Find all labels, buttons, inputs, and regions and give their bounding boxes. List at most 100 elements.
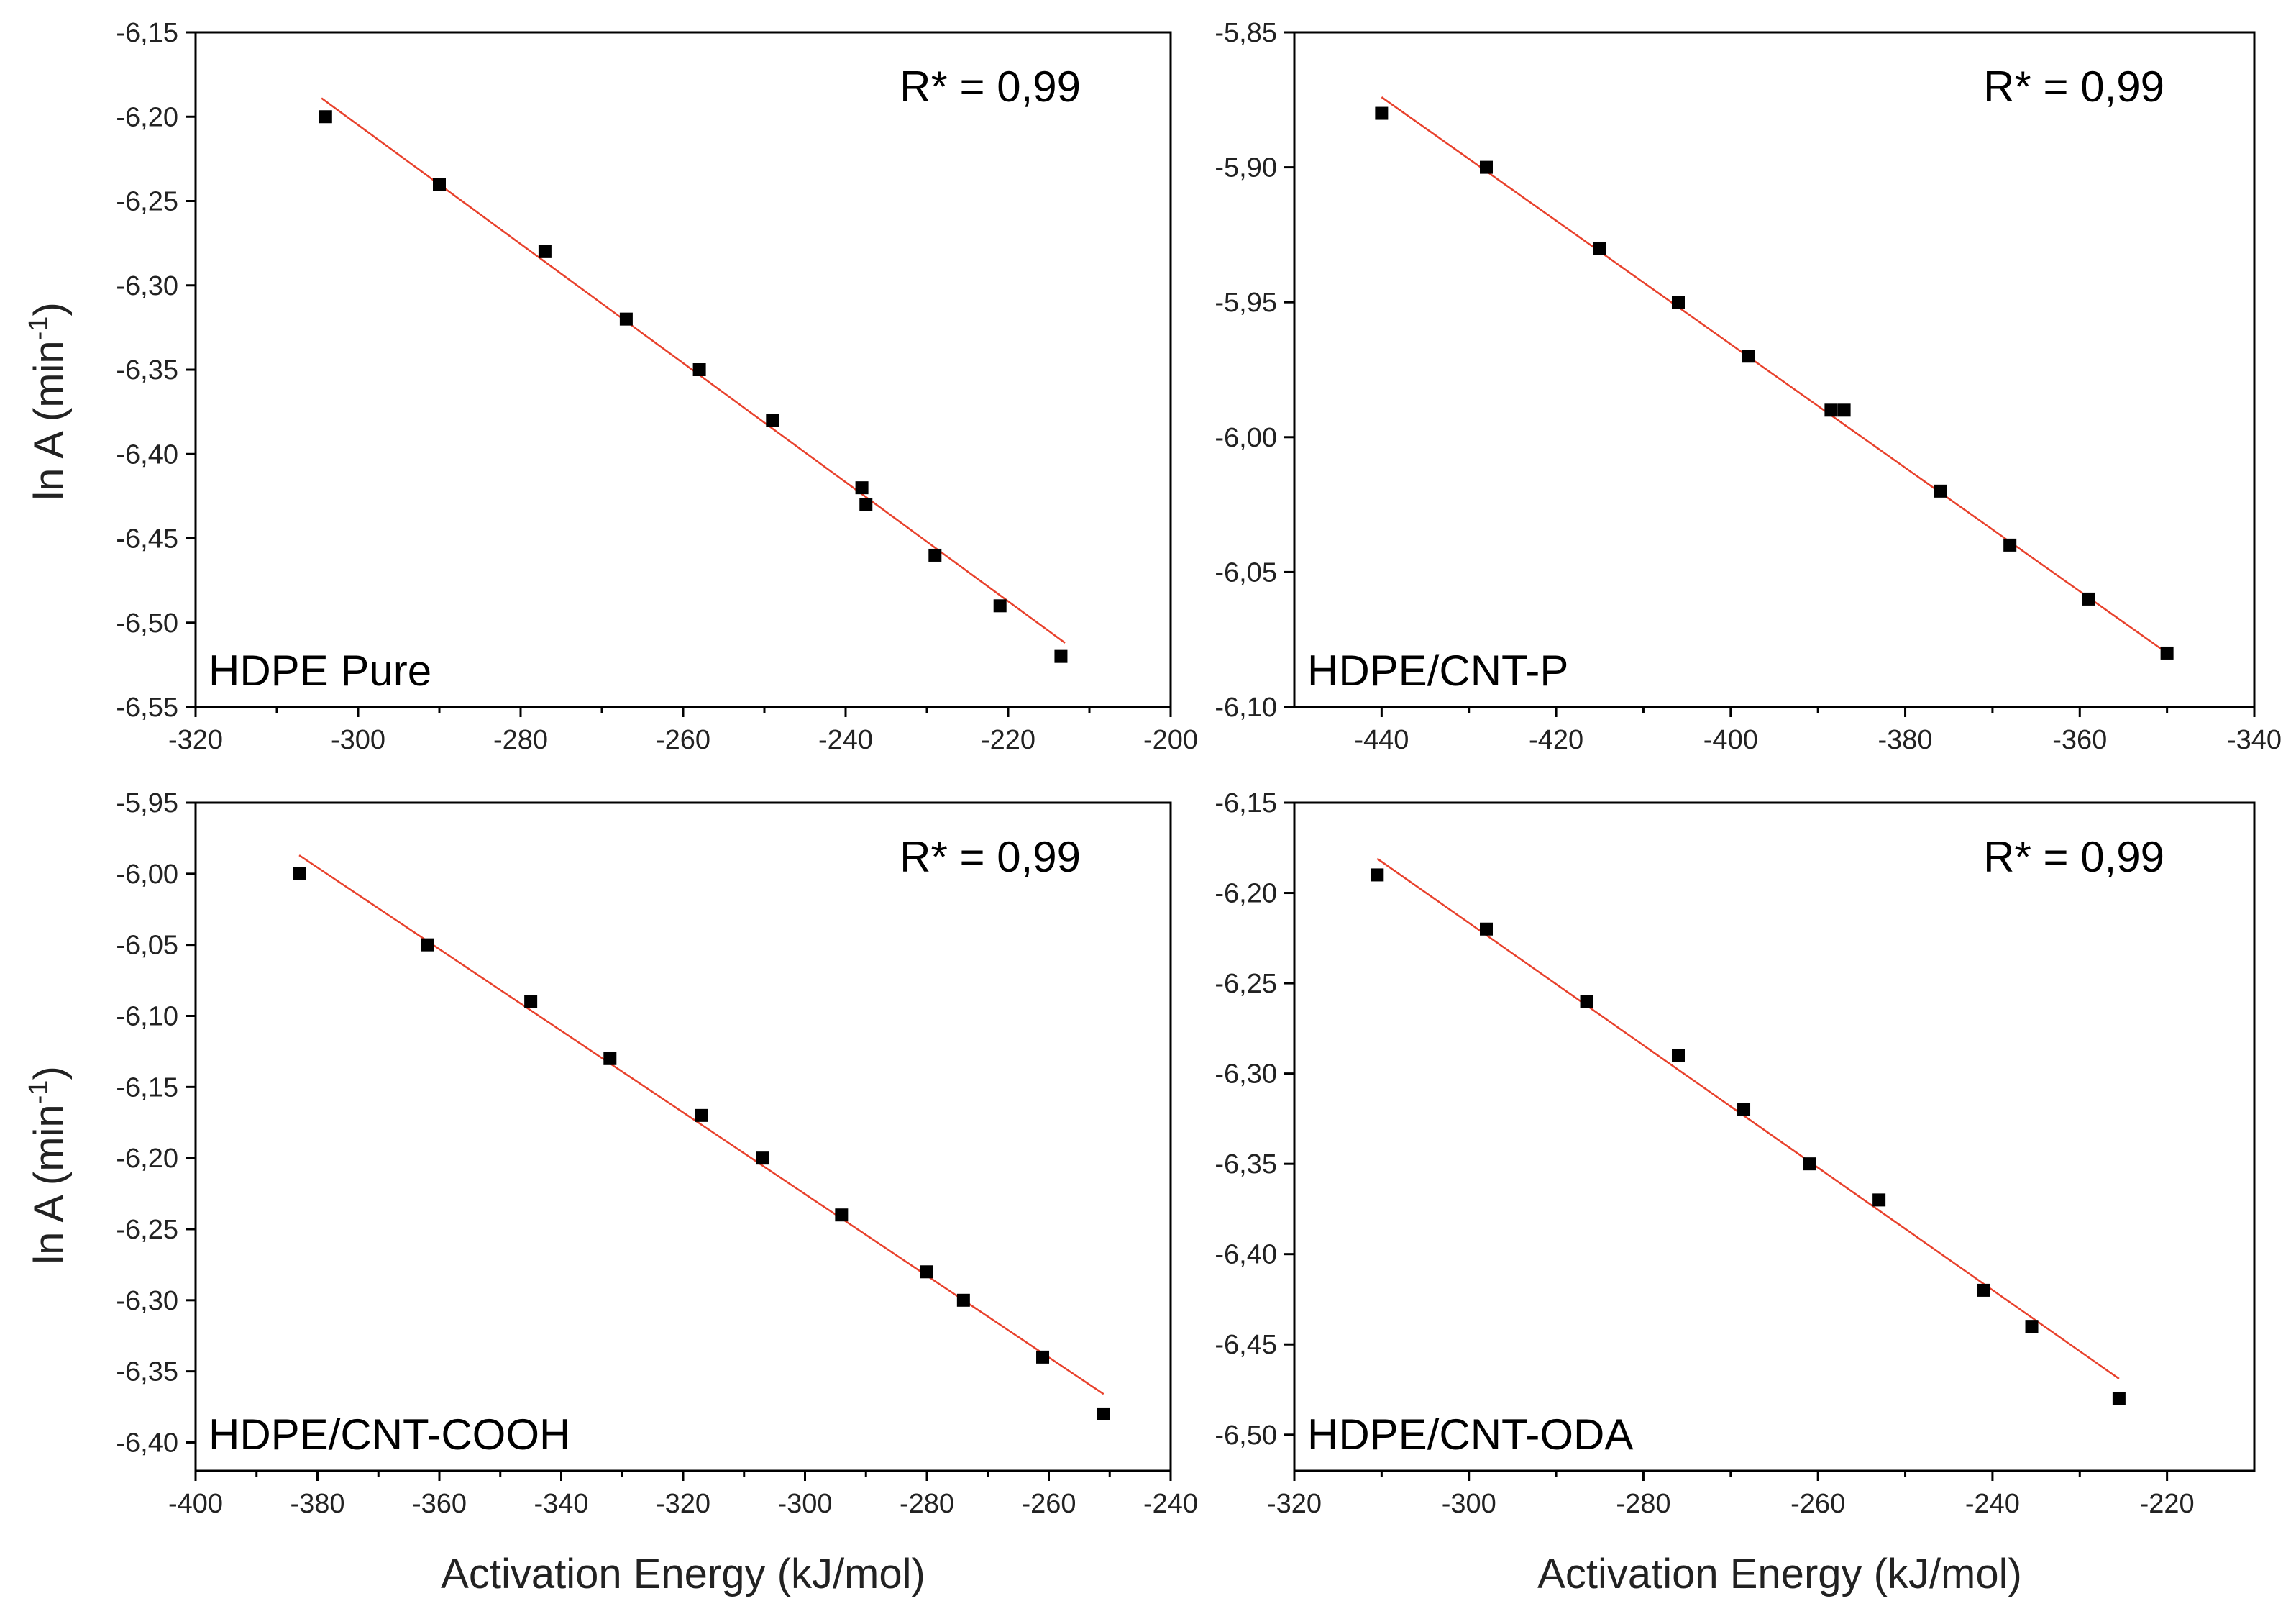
y-tick-label: -5,95 (116, 788, 178, 818)
data-point (421, 938, 434, 952)
y-tick-label: -6,45 (1215, 1330, 1277, 1360)
sample-label: HDPE/CNT-COOH (209, 1410, 570, 1459)
data-point (2025, 1320, 2039, 1333)
y-tick-label: -6,35 (116, 1357, 178, 1387)
data-point (293, 867, 306, 880)
y-tick-label: -6,30 (116, 271, 178, 301)
y-tick-label: -6,25 (1215, 969, 1277, 999)
data-point (692, 363, 706, 376)
plot-frame (1293, 801, 2256, 1472)
data-point (603, 1052, 617, 1065)
y-tick-label: -6,45 (116, 524, 178, 555)
data-point (1977, 1283, 1990, 1297)
x-axis-title-left: Activation Energy (kJ/mol) (441, 1551, 925, 1597)
x-tick-label: -320 (1267, 1489, 1322, 1519)
data-point (538, 245, 552, 258)
y-tick-label: -6,15 (116, 1072, 178, 1103)
data-point (1036, 1350, 1050, 1364)
x-tick-label: -280 (493, 725, 548, 755)
y-tick-label: -6,35 (1215, 1149, 1277, 1180)
y-tick-label: -6,00 (116, 859, 178, 890)
x-tick-label: -300 (331, 725, 385, 755)
data-point (1375, 106, 1389, 120)
data-point (835, 1208, 849, 1222)
y-tick-label: -6,10 (116, 1001, 178, 1031)
data-point (2160, 646, 2174, 660)
data-point (993, 599, 1007, 613)
y-tick-label: -6,40 (116, 439, 178, 470)
x-tick-label: -340 (534, 1489, 588, 1519)
x-tick-label: -420 (1529, 725, 1583, 755)
y-tick-label: -6,50 (116, 608, 178, 639)
y-tick-label: -6,05 (1215, 557, 1277, 588)
y-tick-label: -6,25 (116, 187, 178, 217)
data-point (928, 548, 942, 562)
y-tick-label: -6,25 (116, 1215, 178, 1245)
data-point (2112, 1392, 2126, 1405)
x-tick-label: -320 (656, 1489, 710, 1519)
r-squared-annotation: R* = 0,99 (900, 833, 1081, 881)
data-point (1737, 1103, 1751, 1116)
data-point (1480, 922, 1493, 936)
y-tick-label: -6,05 (116, 931, 178, 961)
data-point (859, 498, 873, 511)
chart-panel-4: -320 -300 -280 -260 -240 -220 -6,50 -6,45 -6,40 -… (1215, 788, 2256, 1519)
x-tick-label: -240 (818, 725, 873, 755)
data-point (2003, 538, 2017, 552)
sample-label: HDPE/CNT-ODA (1307, 1410, 1633, 1459)
x-tick-label: -280 (1616, 1489, 1670, 1519)
data-point (1580, 995, 1593, 1008)
y-tick-label: -6,00 (1215, 423, 1277, 453)
x-tick-label: -260 (656, 725, 710, 755)
x-tick-label: -300 (1442, 1489, 1496, 1519)
y-tick-label: -6,40 (1215, 1240, 1277, 1270)
x-tick-label: -400 (1703, 725, 1758, 755)
data-point (433, 178, 446, 191)
data-point (1371, 868, 1384, 882)
y-tick-label: -5,90 (1215, 153, 1277, 183)
x-tick-label: -260 (1021, 1489, 1076, 1519)
data-point (1837, 403, 1851, 417)
y-tick-label: -6,20 (1215, 879, 1277, 909)
x-tick-label: -360 (2052, 725, 2107, 755)
data-point (766, 414, 779, 427)
plot-frame (194, 31, 1172, 708)
x-tick-label: -340 (2227, 725, 2282, 755)
data-point (524, 995, 538, 1008)
chart-panel-1: -320 -300 -280 -260 -240 -220 -200 -6,55 -6,50 -6… (116, 18, 1198, 755)
data-point (855, 481, 869, 495)
y-axis-title-top: ln A (min-1) (24, 302, 73, 501)
x-tick-label: -240 (1143, 1489, 1198, 1519)
r-squared-annotation: R* = 0,99 (900, 63, 1081, 111)
data-point (1480, 160, 1493, 174)
data-point (319, 110, 332, 124)
data-point (695, 1108, 708, 1122)
data-point (1097, 1407, 1110, 1420)
data-point (1742, 350, 1755, 363)
fit-line (1381, 96, 2168, 654)
r-squared-annotation: R* = 0,99 (1983, 833, 2164, 881)
x-tick-label: -280 (900, 1489, 954, 1519)
y-tick-label: -6,35 (116, 355, 178, 386)
data-point (1824, 403, 1838, 417)
y-tick-label: -6,15 (116, 18, 178, 48)
x-tick-label: -220 (2140, 1489, 2195, 1519)
data-point (756, 1151, 769, 1165)
data-point (2082, 592, 2095, 606)
x-tick-label: -260 (1790, 1489, 1845, 1519)
data-point (956, 1293, 970, 1307)
x-tick-label: -380 (1878, 725, 1933, 755)
data-point (1872, 1193, 1886, 1207)
y-tick-label: -6,50 (1215, 1420, 1277, 1451)
x-tick-label: -240 (1965, 1489, 2020, 1519)
y-tick-label: -6,20 (116, 1144, 178, 1174)
data-point (619, 312, 633, 326)
x-tick-label: -320 (168, 725, 223, 755)
x-tick-label: -360 (412, 1489, 467, 1519)
plot-frame (1293, 31, 2256, 708)
y-axis-title-bottom: ln A (min-1) (24, 1066, 73, 1264)
chart-panel-3: -400 -380 -360 -340 -320 -300 -280 -260 -240 -6,4… (116, 788, 1198, 1519)
x-axis-title-right: Activation Energy (kJ/mol) (1537, 1551, 2022, 1597)
data-point (920, 1265, 933, 1279)
